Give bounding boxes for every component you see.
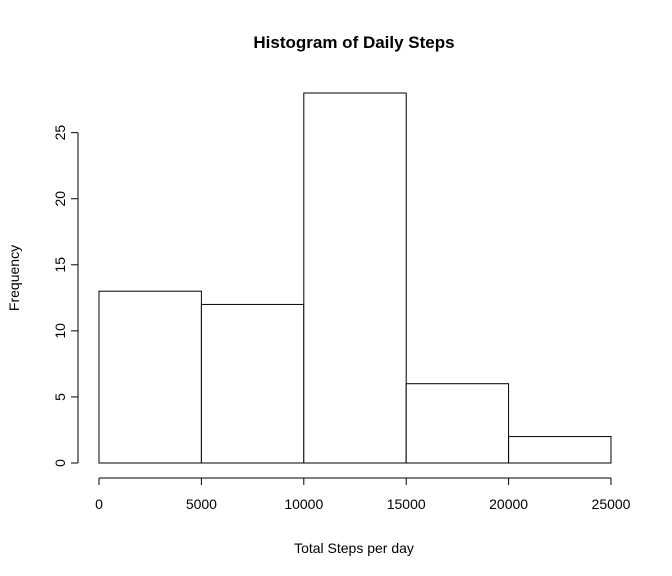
histogram-bar — [303, 92, 407, 464]
histogram-bar — [405, 383, 510, 464]
y-tick-label: 5 — [52, 393, 68, 401]
x-axis-label: Total Steps per day — [294, 540, 414, 556]
y-axis: 0 5 10 15 20 25 — [52, 125, 79, 467]
x-axis: 0 5000 10000 15000 20000 25000 — [95, 477, 631, 512]
x-tick-label: 20000 — [489, 496, 528, 512]
bars-layer — [98, 92, 612, 464]
y-tick-label: 10 — [52, 323, 68, 339]
y-axis-label: Frequency — [6, 245, 22, 311]
chart-title: Histogram of Daily Steps — [253, 33, 454, 52]
y-tick-label: 0 — [52, 459, 68, 467]
x-tick-label: 25000 — [592, 496, 631, 512]
y-tick-label: 25 — [52, 125, 68, 141]
histogram-bar — [98, 290, 202, 464]
y-tick-label: 15 — [52, 257, 68, 273]
histogram-bar — [200, 303, 305, 464]
x-tick-label: 10000 — [284, 496, 323, 512]
histogram-bar — [508, 436, 612, 464]
y-tick-label: 20 — [52, 191, 68, 207]
x-tick-label: 0 — [95, 496, 103, 512]
x-tick-label: 5000 — [186, 496, 217, 512]
x-tick-label: 15000 — [387, 496, 426, 512]
